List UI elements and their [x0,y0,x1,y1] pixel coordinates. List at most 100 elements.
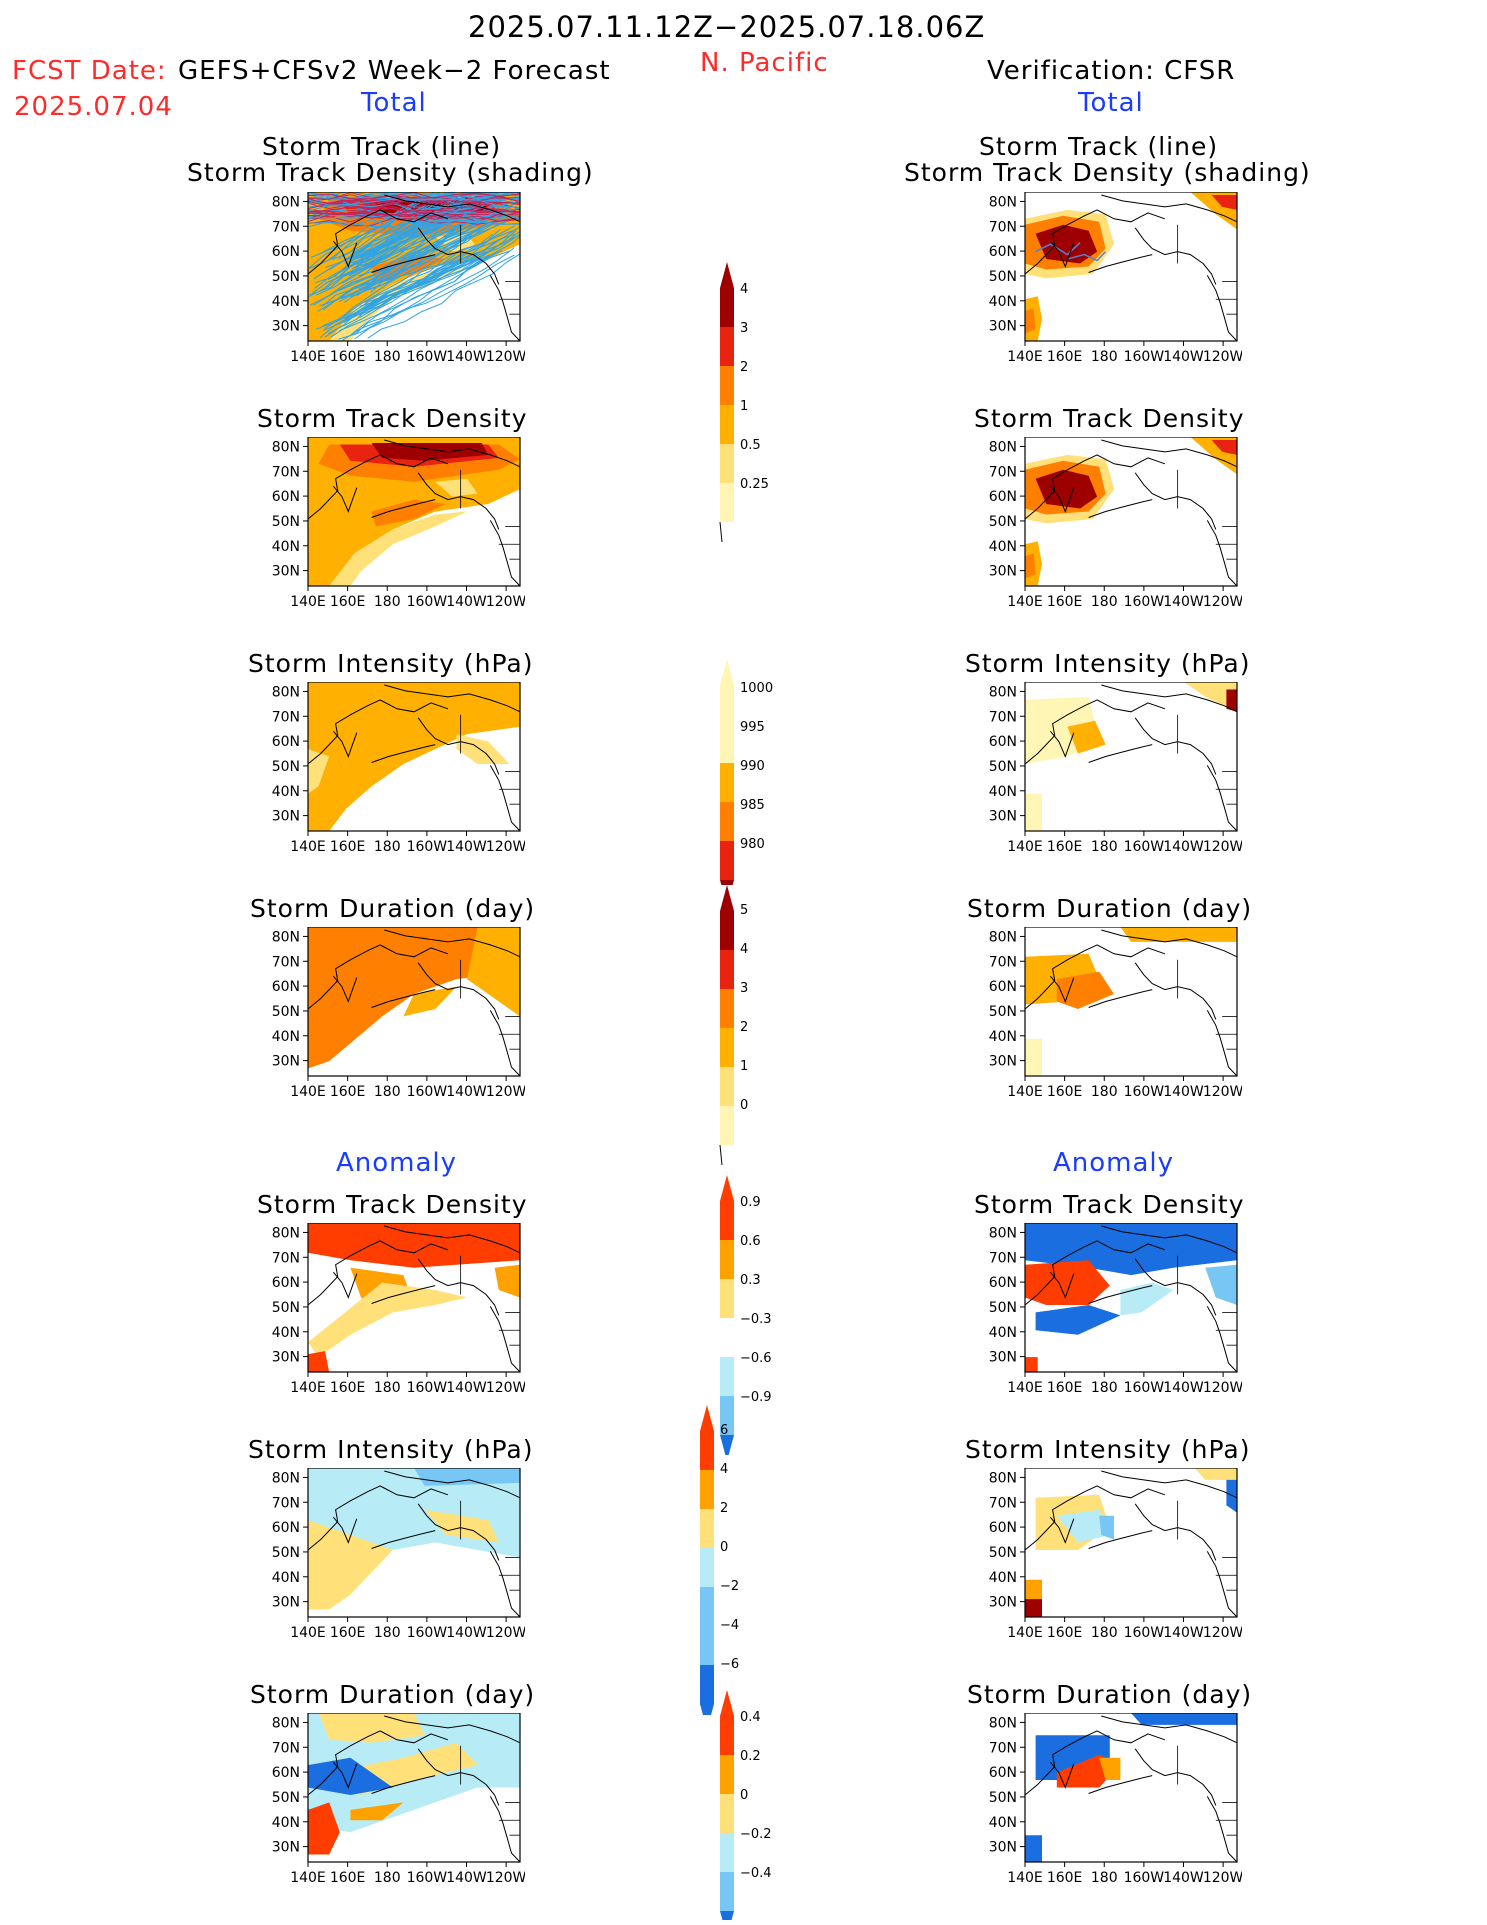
shade-region [1194,1468,1237,1480]
coastlines [1024,1225,1238,1373]
left-density-title: Storm Track Density [257,404,528,433]
lon-label: 160E [1047,594,1083,610]
shading [1025,192,1237,341]
shade-region [371,499,446,527]
coastline [1206,765,1238,832]
colorbar-swatch [720,950,734,989]
coastline [384,684,521,713]
colorbar-label: 3 [740,981,748,996]
coastline [1024,454,1166,520]
lon-label: 180 [1091,1084,1118,1100]
colorbar-label: −0.2 [740,1827,772,1842]
colorbar-swatch [720,1067,734,1106]
coastline [1206,1010,1238,1077]
coastline [307,1730,449,1796]
colorbar-swatch [720,366,734,405]
coastline [333,240,358,268]
shade-region [308,1351,330,1372]
intensity-anom-colorbar: 6 4 2 0 −2 −4 −6 [700,1405,739,1715]
lat-label: 30N [989,1054,1017,1070]
lon-label: 120W [486,1625,525,1641]
lon-label: 160W [407,349,448,365]
coastline [1206,520,1238,587]
coastlines [307,439,521,587]
colorbar-arrow-top [720,1175,734,1201]
coastline [371,1530,436,1549]
colorbar-arrow-bottom [700,1704,714,1715]
lat-label: 60N [989,734,1017,750]
colorbar-label: −2 [720,1579,739,1594]
coastline [1024,944,1166,1010]
colorbar-swatch [720,288,734,327]
shade-region [308,1520,393,1610]
colorbar-swatch [700,1665,714,1704]
shade-region [1226,1475,1237,1513]
map-frame [1024,437,1238,587]
lat-label: 80N [272,1225,300,1241]
total-left-label: Total [361,88,427,118]
lat-label: 60N [272,1520,300,1536]
colorbar-swatch [720,1318,734,1357]
coastline [1206,1306,1238,1373]
lon-label: 160E [1047,1625,1083,1641]
track-line [339,249,493,332]
coastline [307,454,449,520]
lon-label: 140W [1163,349,1204,365]
track-line [307,197,521,206]
coastlines [1024,439,1238,587]
lon-label: 140W [446,839,487,855]
track-line [315,234,473,330]
lat-label: 70N [989,709,1017,725]
coastline [1024,209,1166,275]
lon-label: 140W [1163,1380,1204,1396]
lon-label: 160E [1047,839,1083,855]
track-line [308,217,454,298]
lon-label: 140E [290,1084,326,1100]
left-track-line-title: Storm Track (line) [262,132,502,161]
lat-label: 40N [989,1815,1017,1831]
colorbar-label: 0.6 [740,1234,761,1249]
lat-label: 40N [272,1325,300,1341]
left-track-shading-title: Storm Track Density (shading) [187,158,594,187]
lon-label: 140E [290,839,326,855]
lon-label: 180 [374,594,401,610]
coastlines [307,1715,521,1863]
lon-label: 120W [486,349,525,365]
colorbar-label: 0 [720,1540,728,1555]
lat-label: 80N [272,929,300,945]
coastline [1024,1730,1166,1796]
shade-region [350,1802,404,1821]
colorbar-swatch [720,483,734,522]
map-frame [307,437,521,587]
lat-label: 30N [272,1350,300,1366]
coastline [307,944,449,1010]
lon-label: 160W [1124,349,1165,365]
lon-label: 160E [330,1625,366,1641]
coastline [489,275,521,342]
right-density-map: 80N 70N 60N 50N 40N 30N 140E 160E 180 160W 140W 120… [989,437,1242,610]
lon-label: 120W [1203,349,1242,365]
coastline [1101,1470,1238,1499]
lat-label: 80N [989,439,1017,455]
colorbar-swatch [720,841,734,880]
lat-label: 40N [989,1029,1017,1045]
lon-label: 180 [1091,594,1118,610]
colorbar-label: 0.4 [740,1710,761,1725]
right-intensity-map: 80N 70N 60N 50N 40N 30N 140E 160E 180 160W 140W 120… [989,682,1242,855]
shade-region [435,478,478,497]
colorbar-swatch [720,1279,734,1318]
shade-region [1067,720,1106,754]
lat-label: 70N [272,709,300,725]
track-line [354,254,515,336]
track-line [307,213,521,223]
lon-label: 140E [1007,1084,1043,1100]
track-line [343,237,503,323]
right-duration-map: 80N 70N 60N 50N 40N 30N 140E 160E 180 160W 140W 120… [989,927,1242,1100]
lat-label: 30N [272,809,300,825]
coastline [489,1306,521,1373]
lon-label: 180 [1091,349,1118,365]
coastline [384,1470,521,1499]
lat-label: 60N [989,979,1017,995]
shade-region [1099,1757,1121,1780]
lat-label: 80N [272,1715,300,1731]
